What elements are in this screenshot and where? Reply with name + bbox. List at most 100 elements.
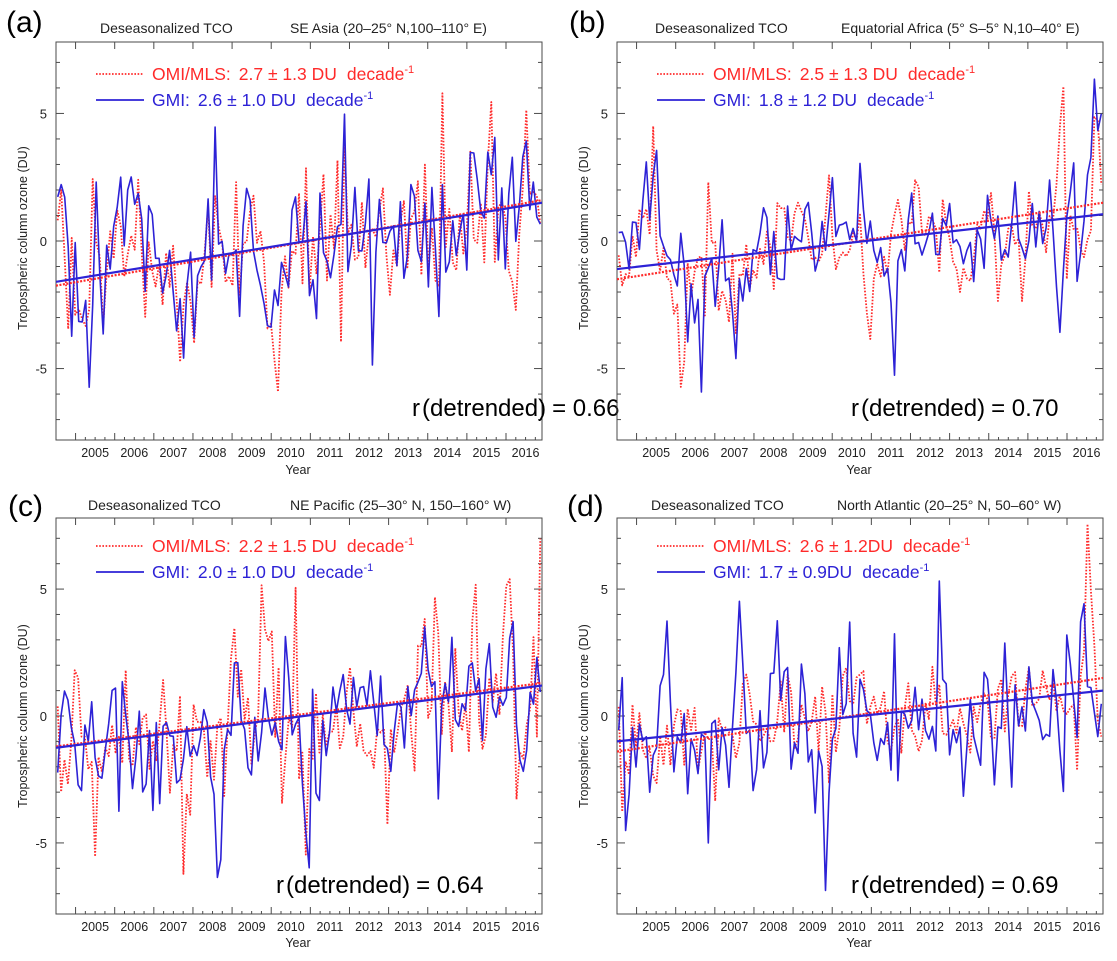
x-tick-label: 2006 xyxy=(120,920,148,934)
legend-unit: decade xyxy=(908,64,965,84)
trend-line-omimls xyxy=(617,676,1103,753)
series-line-gmi xyxy=(618,78,1103,393)
x-tick-label: 2014 xyxy=(433,446,461,460)
x-tick-label: 2012 xyxy=(916,920,944,934)
legend-name: OMI/MLS: xyxy=(713,536,792,556)
annotation-prefix: r xyxy=(412,395,420,422)
legend-stat: 1.8 ± 1.2 DU xyxy=(759,90,857,110)
panel-title-left: Deseasonalized TCO xyxy=(100,20,233,36)
annotation-paren: (detrended) xyxy=(422,395,546,422)
x-tick-label: 2016 xyxy=(1073,920,1101,934)
x-axis-label: Year xyxy=(285,936,310,950)
x-tick-label: 2007 xyxy=(159,446,187,460)
legend-unit-sup: -1 xyxy=(965,64,975,76)
legend-name: OMI/MLS: xyxy=(152,536,231,556)
x-tick-label: 2006 xyxy=(681,446,709,460)
panel-b: (b) Deseasonalized TCO Equatorial Africa… xyxy=(569,6,1104,477)
plot-area xyxy=(617,523,1103,892)
x-tick-label: 2016 xyxy=(512,920,540,934)
x-tick-label: 2013 xyxy=(955,446,983,460)
series-line-omimls xyxy=(56,538,542,875)
x-tick-label: 2011 xyxy=(877,920,904,934)
legend-unit: decade xyxy=(347,536,404,556)
x-tick-label: 2014 xyxy=(994,920,1022,934)
y-tick-label: 5 xyxy=(601,582,608,597)
x-tick-label: 2008 xyxy=(199,446,227,460)
x-axis-label: Year xyxy=(846,936,871,950)
x-tick-label: 2011 xyxy=(316,446,343,460)
x-tick-label: 2015 xyxy=(1034,446,1062,460)
correlation-annotation: r(detrended) = 0.64 xyxy=(276,872,483,899)
y-axis-label: Tropospheric column ozone (DU) xyxy=(16,146,30,330)
y-tick-label: 0 xyxy=(40,234,47,249)
legend-unit-sup: -1 xyxy=(404,64,414,76)
legend-name: GMI: xyxy=(152,90,190,110)
x-tick-label: 2008 xyxy=(760,446,788,460)
x-tick-label: 2013 xyxy=(394,920,422,934)
x-tick-label: 2007 xyxy=(720,446,748,460)
annotation-paren: (detrended) xyxy=(861,872,985,899)
y-tick-label: -5 xyxy=(35,836,47,851)
x-tick-label: 2008 xyxy=(199,920,227,934)
legend-stat: 2.2 ± 1.5 DU xyxy=(239,536,337,556)
annotation-value: = 0.64 xyxy=(416,872,483,899)
y-tick-label: 0 xyxy=(601,709,608,724)
legend-unit-sup: -1 xyxy=(404,536,414,548)
x-tick-label: 2010 xyxy=(838,446,866,460)
legend-stat: 2.5 ± 1.3 DU xyxy=(800,64,898,84)
panel-title-left: Deseasonalized TCO xyxy=(88,497,221,513)
legend-name: OMI/MLS: xyxy=(713,64,792,84)
x-tick-label: 2014 xyxy=(433,920,461,934)
x-tick-label: 2009 xyxy=(799,446,827,460)
legend-unit-sup: -1 xyxy=(920,562,930,574)
plot-area xyxy=(56,92,542,393)
x-tick-label: 2012 xyxy=(916,446,944,460)
trend-line-gmi xyxy=(56,201,542,283)
legend-entry: GMI: 2.0 ± 1.0 DU decade-1 xyxy=(152,562,373,582)
annotation-value: = 0.70 xyxy=(991,395,1058,422)
legend-stat: 2.6 ± 1.2DU xyxy=(800,536,893,556)
x-tick-label: 2011 xyxy=(877,446,904,460)
x-tick-label: 2005 xyxy=(81,920,109,934)
legend-unit: decade xyxy=(903,536,960,556)
x-tick-label: 2005 xyxy=(642,920,670,934)
y-tick-label: 5 xyxy=(601,106,608,121)
trend-line-gmi xyxy=(617,689,1103,743)
legend-unit-sup: -1 xyxy=(363,90,373,102)
y-axis-label: Tropospheric column ozone (DU) xyxy=(577,624,591,808)
legend-entry: GMI: 1.8 ± 1.2 DU decade-1 xyxy=(713,90,934,110)
y-tick-label: 0 xyxy=(601,234,608,249)
panel-label: (c) xyxy=(8,490,43,523)
trend-line-omimls xyxy=(56,681,542,748)
legend-name: GMI: xyxy=(152,562,190,582)
legend-unit: decade xyxy=(867,90,924,110)
panel-title-right: SE Asia (20–25° N,100–110° E) xyxy=(290,20,487,36)
panel-d: (d) Deseasonalized TCO North Atlantic (2… xyxy=(567,490,1104,950)
legend-entry: GMI: 1.7 ± 0.9DU decade-1 xyxy=(713,562,929,582)
panel-label: (a) xyxy=(6,6,43,39)
panel-label: (b) xyxy=(569,6,606,39)
x-tick-label: 2010 xyxy=(838,920,866,934)
legend-unit: decade xyxy=(306,90,363,110)
legend-stat: 2.0 ± 1.0 DU xyxy=(198,562,296,582)
y-tick-label: -5 xyxy=(35,362,47,377)
legend-entry: OMI/MLS: 2.7 ± 1.3 DU decade-1 xyxy=(152,64,414,84)
x-tick-label: 2009 xyxy=(238,920,266,934)
x-tick-label: 2006 xyxy=(681,920,709,934)
x-axis-label: Year xyxy=(846,463,871,477)
legend-entry: OMI/MLS: 2.5 ± 1.3 DU decade-1 xyxy=(713,64,975,84)
x-tick-label: 2015 xyxy=(473,446,501,460)
annotation-value: = 0.69 xyxy=(991,872,1058,899)
legend-unit-sup: -1 xyxy=(363,562,373,574)
x-tick-label: 2015 xyxy=(473,920,501,934)
x-tick-label: 2006 xyxy=(120,446,148,460)
x-tick-label: 2014 xyxy=(994,446,1022,460)
x-tick-label: 2009 xyxy=(799,920,827,934)
x-tick-label: 2007 xyxy=(720,920,748,934)
legend-entry: OMI/MLS: 2.2 ± 1.5 DU decade-1 xyxy=(152,536,414,556)
legend-stat: 2.7 ± 1.3 DU xyxy=(239,64,337,84)
trend-line-gmi xyxy=(56,684,542,749)
x-tick-label: 2013 xyxy=(394,446,422,460)
